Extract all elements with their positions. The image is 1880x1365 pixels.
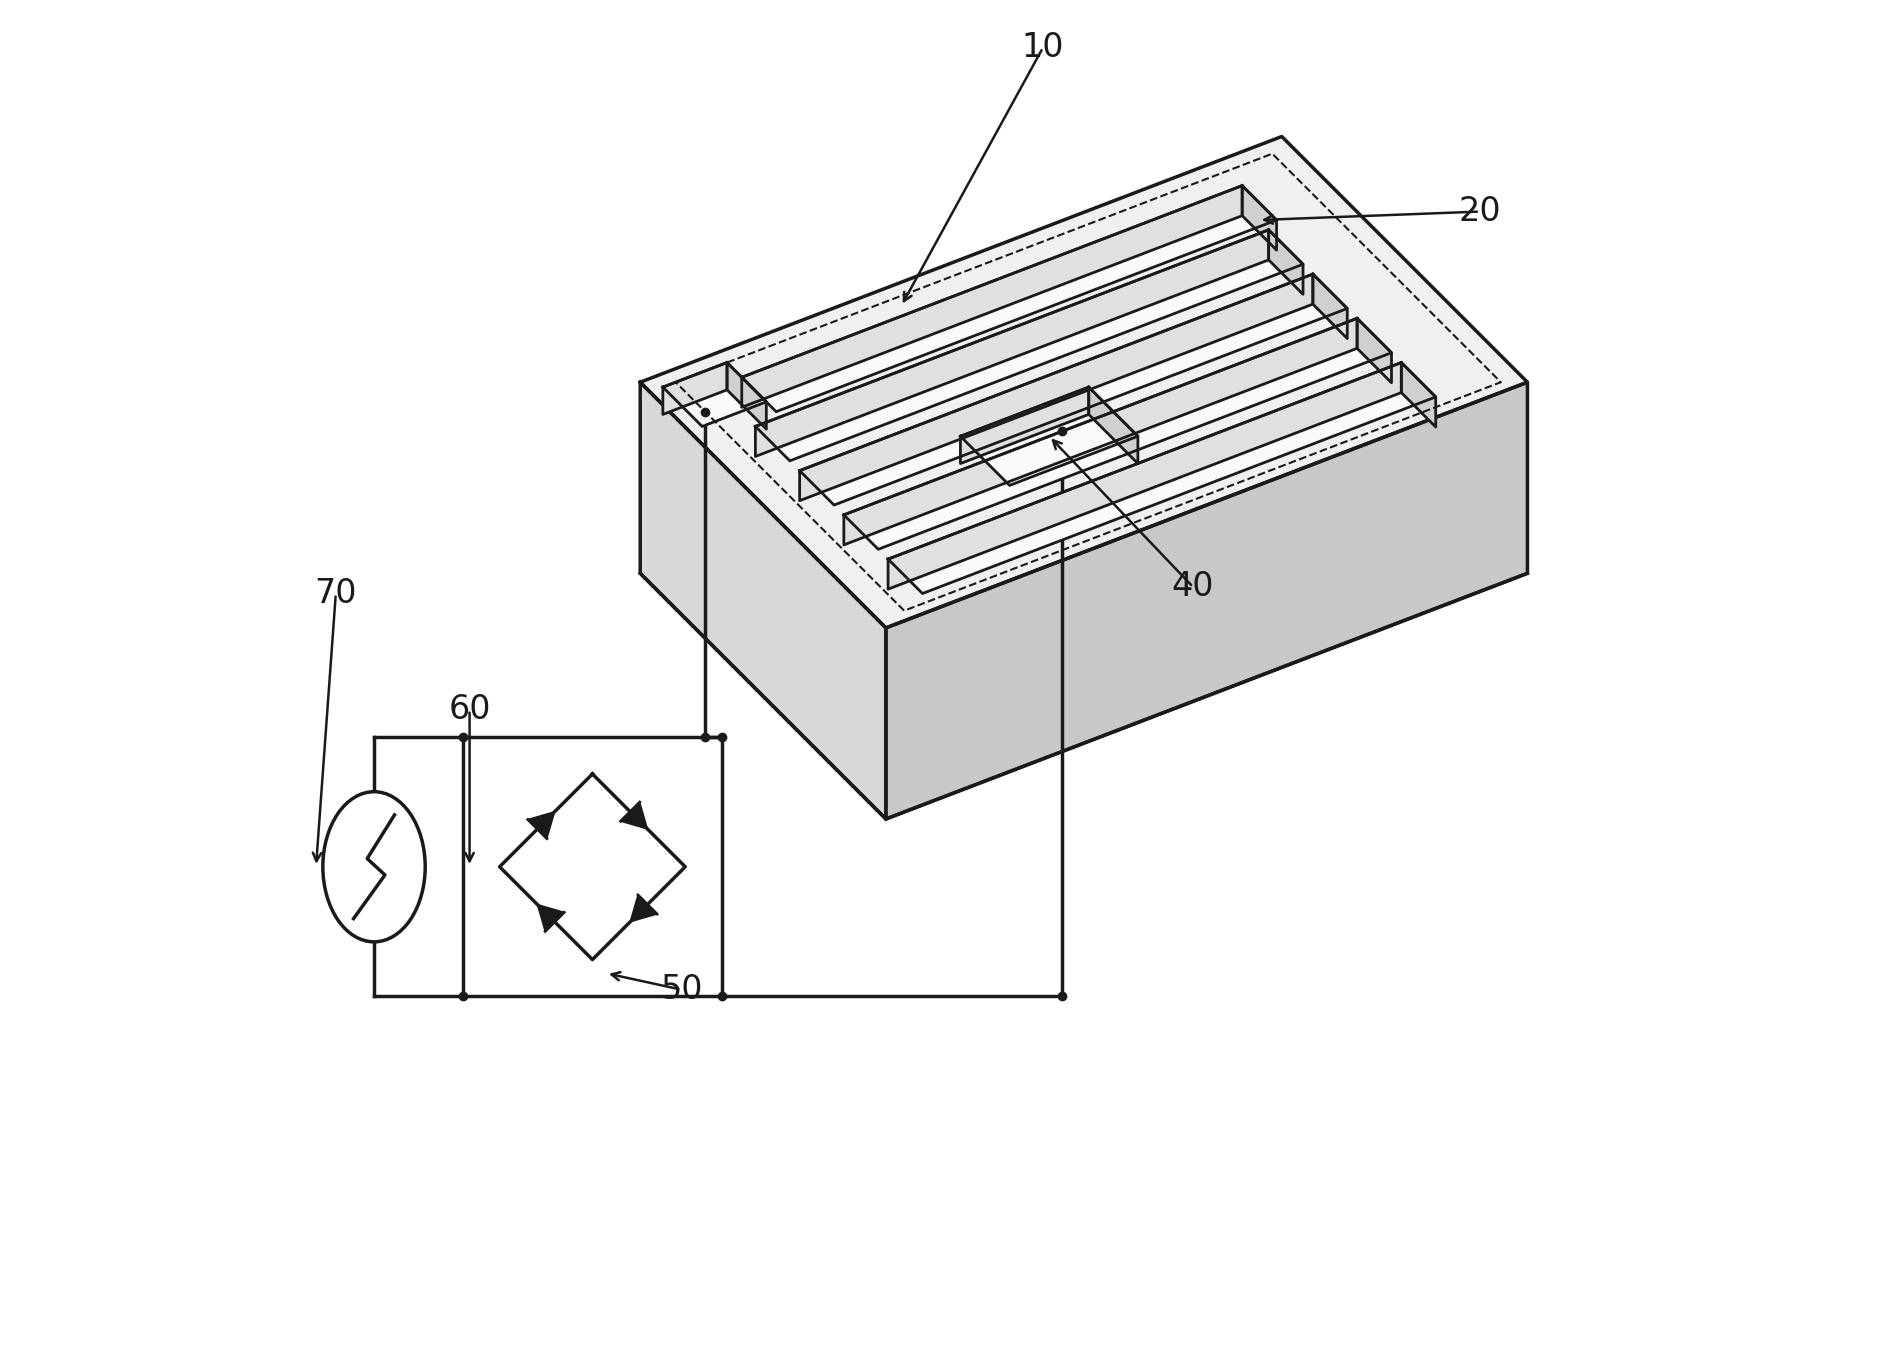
Polygon shape — [799, 274, 1346, 505]
Polygon shape — [662, 363, 728, 415]
Polygon shape — [741, 186, 1277, 412]
Polygon shape — [887, 363, 1434, 594]
Polygon shape — [961, 388, 1137, 486]
Polygon shape — [639, 136, 1527, 628]
Polygon shape — [756, 229, 1267, 456]
Polygon shape — [1241, 186, 1277, 250]
Text: 70: 70 — [314, 577, 357, 610]
Polygon shape — [639, 382, 885, 819]
Polygon shape — [799, 274, 1312, 501]
Polygon shape — [1267, 229, 1303, 295]
Polygon shape — [662, 363, 765, 426]
Polygon shape — [728, 363, 765, 429]
Polygon shape — [741, 186, 1241, 407]
Polygon shape — [756, 229, 1303, 461]
Polygon shape — [538, 905, 564, 931]
Polygon shape — [620, 803, 647, 829]
Text: 50: 50 — [660, 973, 701, 1006]
Polygon shape — [500, 774, 684, 960]
Text: 10: 10 — [1021, 31, 1064, 64]
Polygon shape — [1401, 363, 1434, 427]
Polygon shape — [630, 895, 656, 921]
Polygon shape — [961, 388, 1089, 464]
Polygon shape — [1312, 274, 1346, 339]
Polygon shape — [844, 318, 1355, 545]
Ellipse shape — [323, 792, 425, 942]
Polygon shape — [1355, 318, 1391, 382]
Polygon shape — [887, 363, 1401, 590]
Text: 40: 40 — [1171, 571, 1214, 603]
Polygon shape — [844, 318, 1391, 549]
Polygon shape — [1089, 388, 1137, 464]
Polygon shape — [528, 812, 555, 838]
Text: 60: 60 — [447, 693, 491, 726]
Text: 20: 20 — [1457, 195, 1500, 228]
Polygon shape — [885, 382, 1527, 819]
